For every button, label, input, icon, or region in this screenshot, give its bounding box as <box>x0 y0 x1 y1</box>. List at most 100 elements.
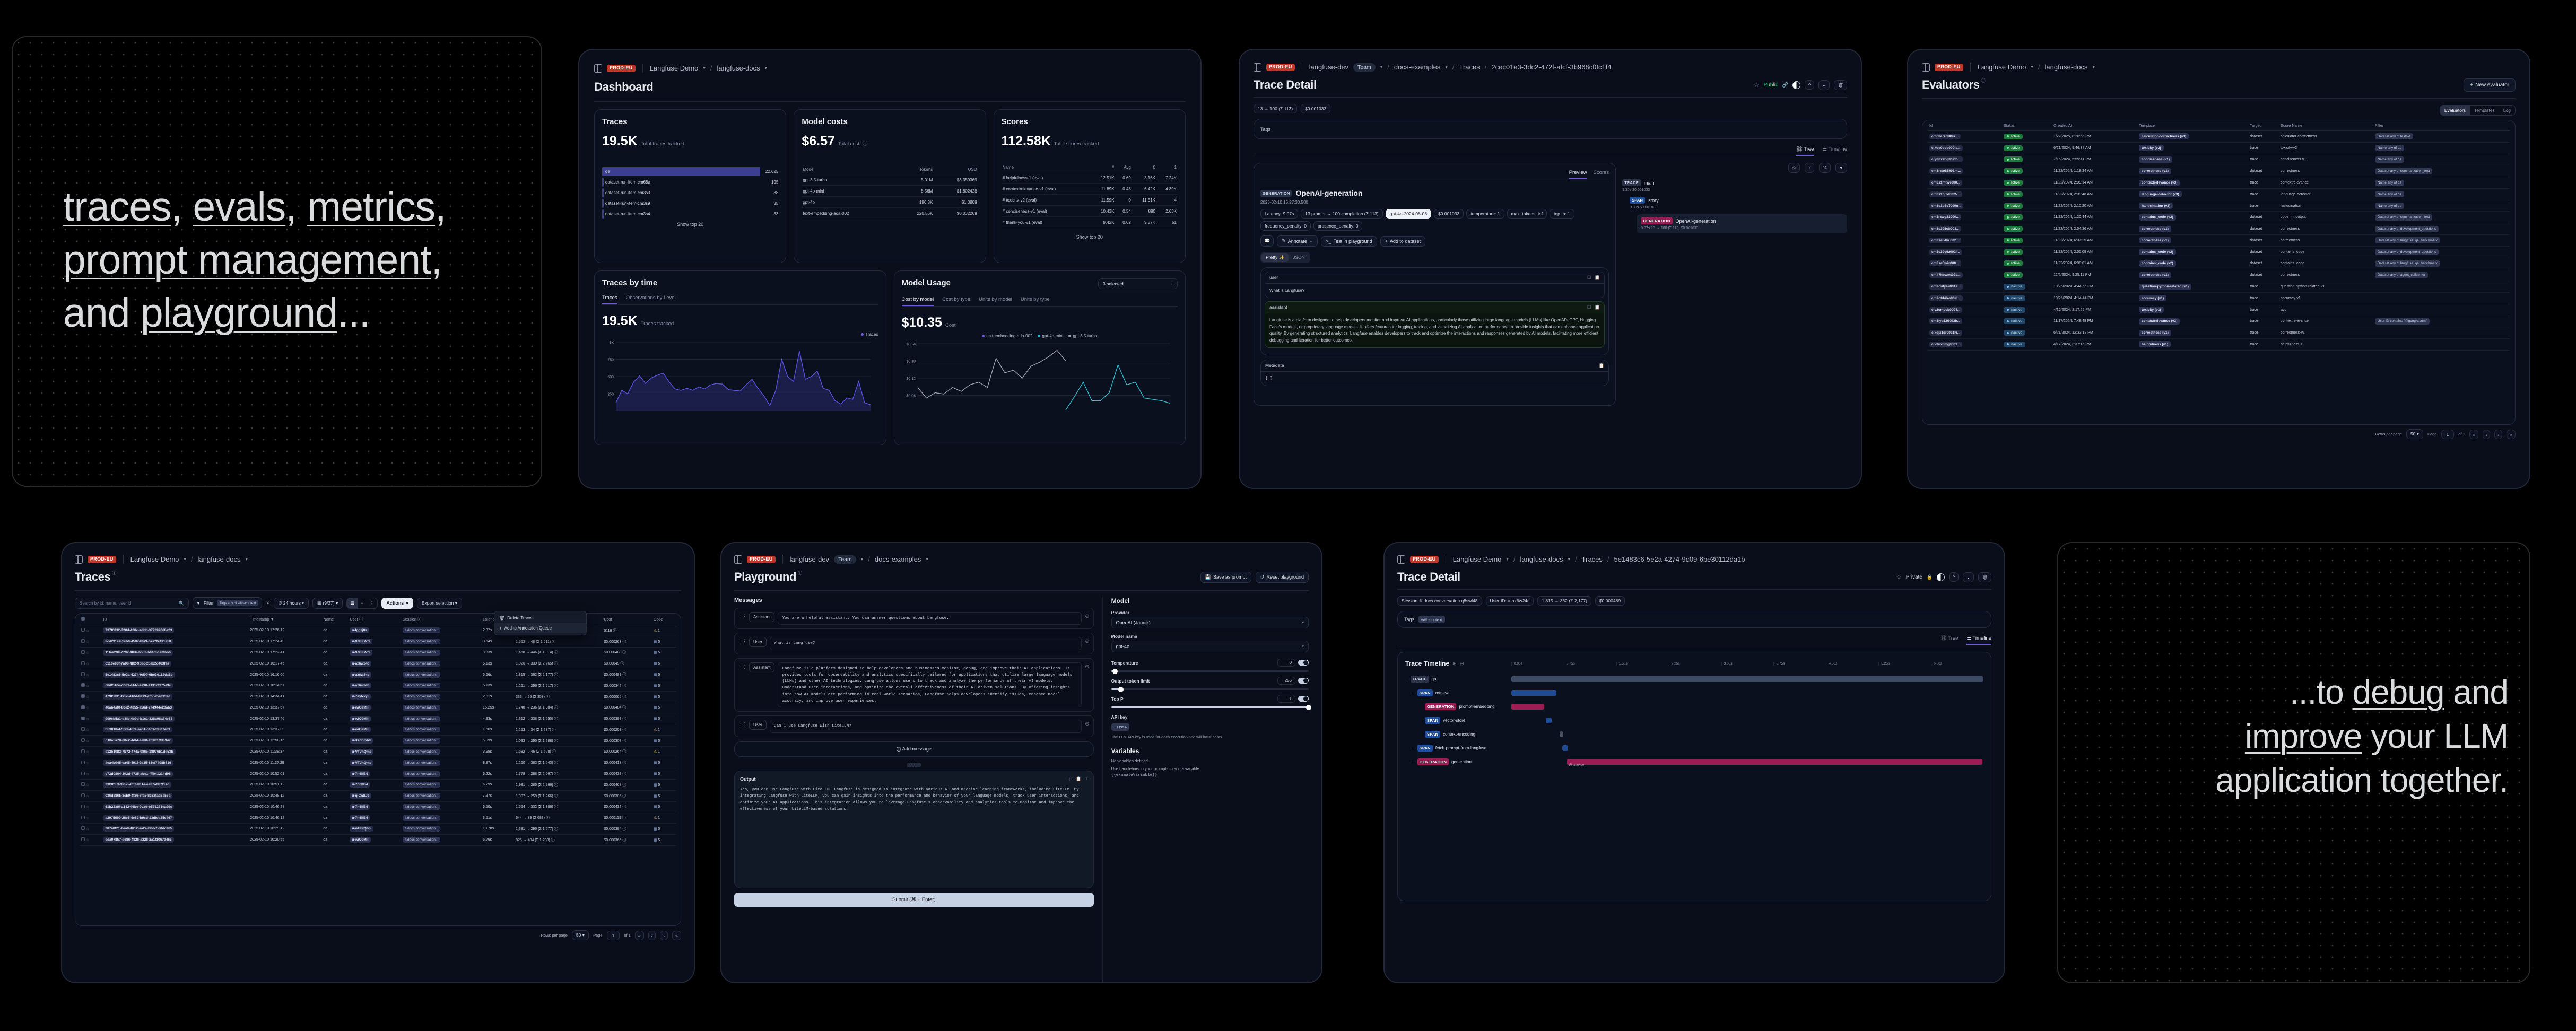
sidebar-toggle-icon[interactable] <box>1254 63 1261 72</box>
playground-message[interactable]: ⋮⋮ Assistant You are a helpful assistant. … <box>734 608 1094 630</box>
table-row[interactable]: ☆ 11faa299-7797-4fbb-b552-b64c50a0fbb6 202… <box>80 647 676 659</box>
star-icon[interactable]: ☆ <box>85 651 90 655</box>
table-row[interactable]: clxojz1dr0021l6... inactive 6/21/2024, 12:… <box>1928 327 2510 339</box>
link-icon[interactable]: 🔗 <box>1782 82 1789 88</box>
cell-id[interactable]: cm2oufyak001a... <box>1928 281 2002 293</box>
collapse-icon[interactable]: − <box>1412 691 1415 695</box>
chevron-down-icon[interactable]: ▾ <box>1380 64 1383 69</box>
row-checkbox[interactable] <box>81 804 85 808</box>
cell-user[interactable]: u-VTJhQme <box>348 757 401 769</box>
cell-session[interactable]: lf.docs.conversation... <box>401 691 482 703</box>
star-icon[interactable]: ☆ <box>1753 81 1760 89</box>
cell-user[interactable]: u-wiO9MiI <box>348 834 401 846</box>
cell-id[interactable]: eda07857-d686-4826-a228-2a1f1067946c <box>101 834 249 846</box>
cell-id[interactable]: 8c4291c9-1cb0-4587-bfa9-b7a2f7491a58 <box>101 636 249 648</box>
param-value[interactable]: 256 <box>1277 677 1295 685</box>
traces-col-header[interactable]: Cost <box>602 614 652 625</box>
param-slider[interactable] <box>1111 704 1311 710</box>
row-checkbox[interactable] <box>81 683 85 687</box>
row-checkbox[interactable] <box>81 749 85 753</box>
cell-id[interactable]: cm3rzto85001m... <box>1928 165 2002 178</box>
cell-id[interactable]: cm2otd4bw00al... <box>1928 292 2002 304</box>
star-icon[interactable]: ☆ <box>85 750 90 754</box>
traces-show-top[interactable]: Show top 20 <box>677 222 704 227</box>
breadcrumb-traces[interactable]: PROD-EU Langfuse Demo ▾ / langfuse-docs … <box>75 555 681 564</box>
cell-template[interactable]: language-detector (v3) <box>2137 188 2249 200</box>
save-as-prompt-button[interactable]: 💾 Save as prompt <box>1200 571 1251 583</box>
format-tab-pretty[interactable]: Pretty ✨ <box>1261 253 1289 262</box>
tab-cost-by-type[interactable]: Cost by type <box>942 296 971 302</box>
visibility-label[interactable]: Public <box>1763 82 1778 88</box>
rows-per-page-select[interactable]: 50 ▾ <box>2406 429 2424 439</box>
table-row[interactable]: cm3sa54ku002... active 11/22/2024, 6:07:25… <box>1928 234 2510 247</box>
param-output-token-limit[interactable]: Output token limit 256 <box>1111 677 1309 692</box>
cell-select[interactable]: ☆ <box>80 724 102 736</box>
next-page-button[interactable]: › <box>2494 429 2503 439</box>
collapse-all-icon[interactable]: ↕ <box>1804 163 1815 173</box>
percent-icon[interactable]: % <box>1819 163 1831 173</box>
traces-col-header[interactable]: User ⓘ <box>348 614 401 625</box>
copy-icon[interactable]: 📋 <box>1598 362 1605 368</box>
message-text[interactable]: Langfuse is a platform designed to help … <box>778 662 1082 708</box>
model-usage-tabs[interactable]: Cost by model Cost by type Units by model U… <box>901 296 1178 307</box>
model-usage-selector[interactable]: 3 selected ↕ <box>1098 278 1178 289</box>
row-checkbox[interactable] <box>81 782 85 787</box>
timeline-row[interactable]: GENERATION prompt-embedding <box>1405 703 1983 710</box>
cell-select[interactable]: ☆ <box>80 713 102 725</box>
timeline-row[interactable]: SPAN vector-store <box>1405 717 1983 724</box>
cell-select[interactable]: ☆ <box>80 680 102 692</box>
message-text[interactable]: You are a helpful assistant. You can ans… <box>778 612 1082 625</box>
table-row[interactable]: ☆ 4ea4b945-ea45-491f-9d35-63ef7408b716 202… <box>80 757 676 769</box>
cell-template[interactable]: calculator-correctness (v1) <box>2137 130 2249 143</box>
reset-playground-button[interactable]: ↺ Reset playground <box>1255 571 1309 583</box>
chevron-down-icon-2[interactable]: ▾ <box>245 556 248 562</box>
table-row[interactable]: ☆ c116e03f-7a98-4ff2-9b8c-26ab2c463fae 202… <box>80 658 676 670</box>
cell-id[interactable]: 737f6032-728d-428c-adbb-372392668a23 <box>101 625 249 636</box>
cell-id[interactable]: cm3s1mtw9000... <box>1928 177 2002 189</box>
api-key-value[interactable]: ...DsoA <box>1111 723 1130 731</box>
cell-select[interactable]: ☆ <box>80 658 102 670</box>
row-checkbox[interactable] <box>81 694 85 698</box>
cell-id[interactable]: 61b22af9-a142-46be-9cad-b578271ea99c <box>101 801 249 813</box>
cell-user[interactable]: u-7eyNkyI <box>348 691 401 703</box>
timeline-row[interactable]: − GENERATION generation First token <box>1405 758 1983 767</box>
next-page-button[interactable]: › <box>660 930 668 940</box>
table-row[interactable]: ☆ c6df510e-cb81-414c-ae98-a191cf975e9c 202… <box>80 680 676 692</box>
cell-id[interactable]: 46ab4af0-80e2-4855-a56d-274944e20ab3 <box>101 702 249 714</box>
timeline-bar[interactable] <box>1511 676 1983 682</box>
evaluators-col-header[interactable]: Score Name <box>2278 120 2373 131</box>
model-name-select[interactable]: gpt-4o ▾ <box>1111 641 1309 652</box>
info-icon[interactable]: ⓘ <box>798 571 803 575</box>
table-row[interactable]: ☆ 61b22af9-a142-46be-9cad-b578271ea99c 202… <box>80 801 676 813</box>
sidebar-toggle-icon[interactable] <box>594 64 602 73</box>
message-role[interactable]: Assistant <box>749 662 775 672</box>
timeline-bar[interactable] <box>1562 745 1568 751</box>
table-row[interactable]: ☆ a2975690-26e5-4e82-b9cd-13dfcd25c467 202… <box>80 812 676 824</box>
star-icon[interactable]: ☆ <box>85 739 90 744</box>
breadcrumb-trace-bottom[interactable]: PROD-EU Langfuse Demo ▾ / langfuse-docs … <box>1397 555 1991 564</box>
prev-page-button[interactable]: ‹ <box>648 930 656 940</box>
cell-id[interactable]: cm3rzwg21000... <box>1928 211 2002 224</box>
cell-template[interactable]: contextrelevance (v3) <box>2137 177 2249 189</box>
provider-select[interactable]: OpenAI (Jannik) ▾ <box>1111 617 1309 628</box>
traces-bar-row[interactable]: dataset-run-item-cm68a 195 <box>602 178 778 187</box>
cell-session[interactable]: lf.docs.conversation... <box>401 669 482 680</box>
cell-session[interactable]: lf.docs.conversation... <box>401 768 482 780</box>
cell-session[interactable]: lf.docs.conversation... <box>401 801 482 813</box>
chevron-down-icon-2[interactable]: ▾ <box>764 65 768 71</box>
message-text[interactable]: What is Langfuse? <box>769 637 1082 650</box>
drag-handle[interactable]: ⋮⋮ <box>738 614 747 619</box>
columns-select[interactable]: ▦ (9/27) ▾ <box>312 597 343 609</box>
menu-item-delete-traces[interactable]: 🗑 Delete Traces <box>494 613 586 623</box>
breadcrumb-org[interactable]: Langfuse Demo <box>130 555 179 563</box>
cell-select[interactable]: ☆ <box>80 636 102 648</box>
plus-icon[interactable]: + <box>1085 776 1088 782</box>
cell-user[interactable]: u-qICnBJc <box>348 790 401 802</box>
cell-id[interactable]: cm47hbwmt02c... <box>1928 269 2002 282</box>
format-tab-json[interactable]: JSON <box>1293 255 1305 260</box>
chevron-down-icon[interactable]: ▾ <box>184 556 186 562</box>
cell-user[interactable]: u-wEBlQb5 <box>348 823 401 835</box>
row-checkbox[interactable] <box>81 771 85 775</box>
table-row[interactable]: cm2oufyak001a... inactive 10/25/2024, 4:44… <box>1928 281 2510 293</box>
star-icon[interactable]: ☆ <box>85 695 90 700</box>
